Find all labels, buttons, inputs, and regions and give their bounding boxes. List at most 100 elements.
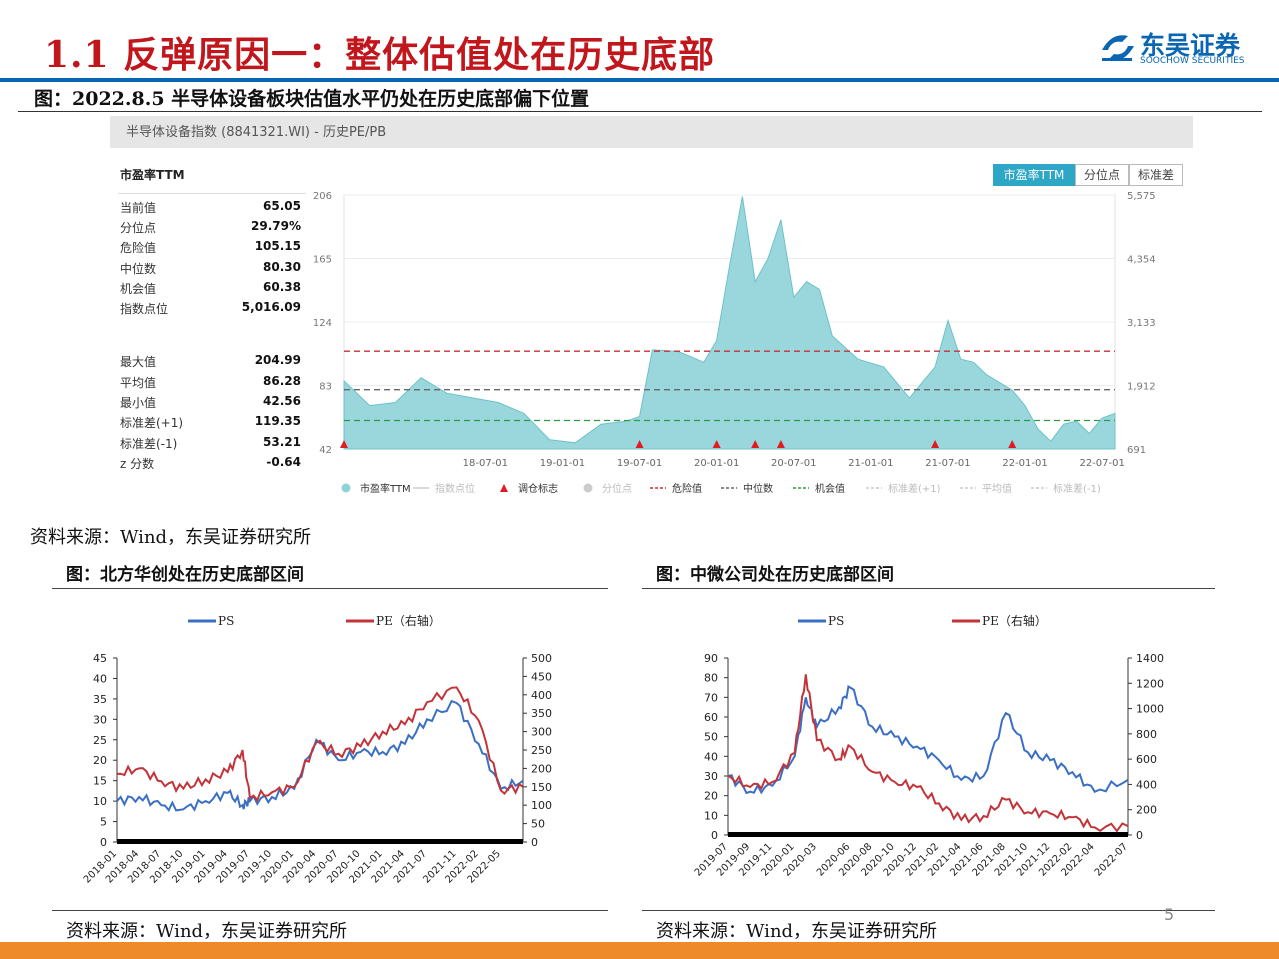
amec-right-tick-label: 200: [1136, 804, 1157, 817]
slide-title: 1.1 反弹原因一：整体估值处在历史底部: [44, 34, 716, 76]
figure1-caption: 图：2022.8.5 半导体设备板块估值水平仍处在历史底部偏下位置: [34, 88, 590, 110]
nfhc-left-tick-label: 0: [100, 836, 107, 849]
legend-swatch: [341, 483, 351, 493]
legend-label-6: 机会值: [815, 482, 845, 495]
stat-value-std-plus: 119.35: [254, 414, 301, 428]
stats-divider: [118, 193, 306, 194]
nfhc-right-tick-label: 100: [531, 799, 552, 812]
stat-value-danger: 105.15: [254, 239, 301, 253]
stat-value-opportunity: 60.38: [263, 280, 301, 294]
nfhc-right-tick-label: 500: [531, 652, 552, 665]
amec-left-tick-label: 20: [704, 790, 718, 803]
amec-left-tick-label: 10: [704, 809, 718, 822]
nfhc-x-axis-bar: [117, 839, 523, 844]
legend-label-7: 标准差(+1): [888, 482, 941, 495]
rebalance-marker: [751, 440, 760, 448]
logo-subtitle: SOOCHOW SECURITIES: [1140, 56, 1245, 66]
nfhc-right-tick-label: 250: [531, 744, 552, 757]
legend-swatch: [583, 483, 593, 493]
pe-x-tick-label: 21-07-01: [925, 458, 970, 469]
pe-x-tick-label: 19-01-01: [540, 458, 585, 469]
nfhc-right-tick-label: 50: [531, 818, 545, 831]
rebalance-marker: [776, 440, 785, 448]
nfhc-left-tick-label: 35: [93, 693, 107, 706]
amec-left-tick-label: 90: [704, 652, 718, 665]
rebalance-marker: [635, 440, 644, 448]
pe-x-tick-label: 21-01-01: [848, 458, 893, 469]
figure3-caption: 图：中微公司处在历史底部区间: [656, 565, 894, 585]
legend-label-0: 市盈率TTM: [360, 482, 411, 495]
amec-legend-label-1: PE（右轴）: [982, 613, 1047, 628]
amec-right-tick-label: 800: [1136, 728, 1157, 741]
figure3-source: 资料来源：Wind，东吴证券研究所: [656, 921, 938, 942]
nfhc-right-tick-label: 300: [531, 726, 552, 739]
legend-label-3: 分位点: [602, 482, 632, 495]
figure3-bottom-divider: [642, 910, 1215, 911]
nfhc-right-tick-label: 150: [531, 781, 552, 794]
stat-label-opportunity: 机会值: [120, 282, 157, 296]
legend-label-2: 调仓标志: [518, 482, 558, 495]
index-y-tick-label: 691: [1127, 445, 1146, 456]
page-number: 5: [1164, 905, 1175, 924]
nfhc-series-pe: [116, 686, 524, 803]
stat-label-mean: 平均值: [120, 376, 157, 390]
rebalance-marker: [1008, 440, 1017, 448]
stat-label-index-level: 指数点位: [120, 302, 169, 316]
wind-panel-header: [110, 116, 1193, 148]
tab-pe-ttm[interactable]: 市盈率TTM: [993, 164, 1075, 186]
nfhc-right-tick-label: 200: [531, 762, 552, 775]
nfhc-series-ps: [116, 699, 524, 813]
amec-series-pe: [727, 674, 1129, 833]
nfhc-legend-label-1: PE（右轴）: [376, 613, 441, 628]
amec-left-tick-label: 30: [704, 770, 718, 783]
pe-y-tick-label: 83: [319, 382, 332, 393]
amec-right-tick-label: 1200: [1136, 677, 1164, 690]
nfhc-right-tick-label: 350: [531, 707, 552, 720]
pe-ttm-area: [343, 196, 1116, 450]
amec-series-ps: [727, 684, 1129, 795]
rebalance-marker: [712, 440, 721, 448]
amec-right-tick-label: 0: [1136, 829, 1143, 842]
stat-value-z-score: -0.64: [266, 455, 301, 469]
stat-label-max: 最大值: [120, 355, 157, 369]
index-y-tick-label: 1,912: [1127, 382, 1156, 393]
nfhc-right-tick-label: 0: [531, 836, 538, 849]
amec-legend-label-0: PS: [828, 614, 844, 628]
stat-value-index-level: 5,016.09: [241, 300, 301, 314]
logo-text: 东吴证券: [1140, 31, 1241, 60]
amec-x-tick-label: 2022-07: [1093, 841, 1130, 878]
amec-right-tick-label: 1000: [1136, 703, 1164, 716]
amec-right-tick-label: 600: [1136, 753, 1157, 766]
figure3-top-divider: [642, 588, 1215, 589]
index-y-tick-label: 3,133: [1127, 318, 1156, 329]
pe-x-tick-label: 20-01-01: [694, 458, 739, 469]
tab-percentile[interactable]: 分位点: [1075, 164, 1129, 186]
figure2-bottom-divider: [52, 910, 608, 911]
amec-left-tick-label: 0: [711, 829, 718, 842]
pe-x-tick-label: 18-07-01: [463, 458, 508, 469]
footer-bar: [0, 942, 1279, 959]
nfhc-right-tick-label: 400: [531, 689, 552, 702]
pe-x-tick-label: 20-07-01: [771, 458, 816, 469]
stat-value-min: 42.56: [263, 394, 301, 408]
legend-swatch: [500, 484, 508, 492]
figure2-caption: 图：北方华创处在历史底部区间: [66, 565, 304, 585]
amec-left-tick-label: 50: [704, 731, 718, 744]
pe-y-tick-label: 165: [313, 255, 332, 266]
rebalance-marker: [931, 440, 940, 448]
nfhc-left-tick-label: 40: [93, 672, 107, 685]
amec-left-tick-label: 40: [704, 750, 718, 763]
legend-label-4: 危险值: [672, 482, 702, 495]
stat-label-percentile: 分位点: [120, 221, 157, 235]
stat-label-z-score: z 分数: [120, 457, 155, 471]
amec-x-axis-bar: [728, 832, 1128, 837]
tab-std-dev[interactable]: 标准差: [1129, 164, 1183, 186]
amec-left-tick-label: 70: [704, 691, 718, 704]
stat-value-median: 80.30: [263, 260, 301, 274]
stat-value-mean: 86.28: [263, 374, 301, 388]
stat-value-percentile: 29.79%: [251, 219, 301, 233]
legend-label-1: 指数点位: [435, 482, 475, 495]
stat-label-std-minus: 标准差(-1): [120, 437, 178, 451]
rebalance-marker: [340, 440, 348, 448]
